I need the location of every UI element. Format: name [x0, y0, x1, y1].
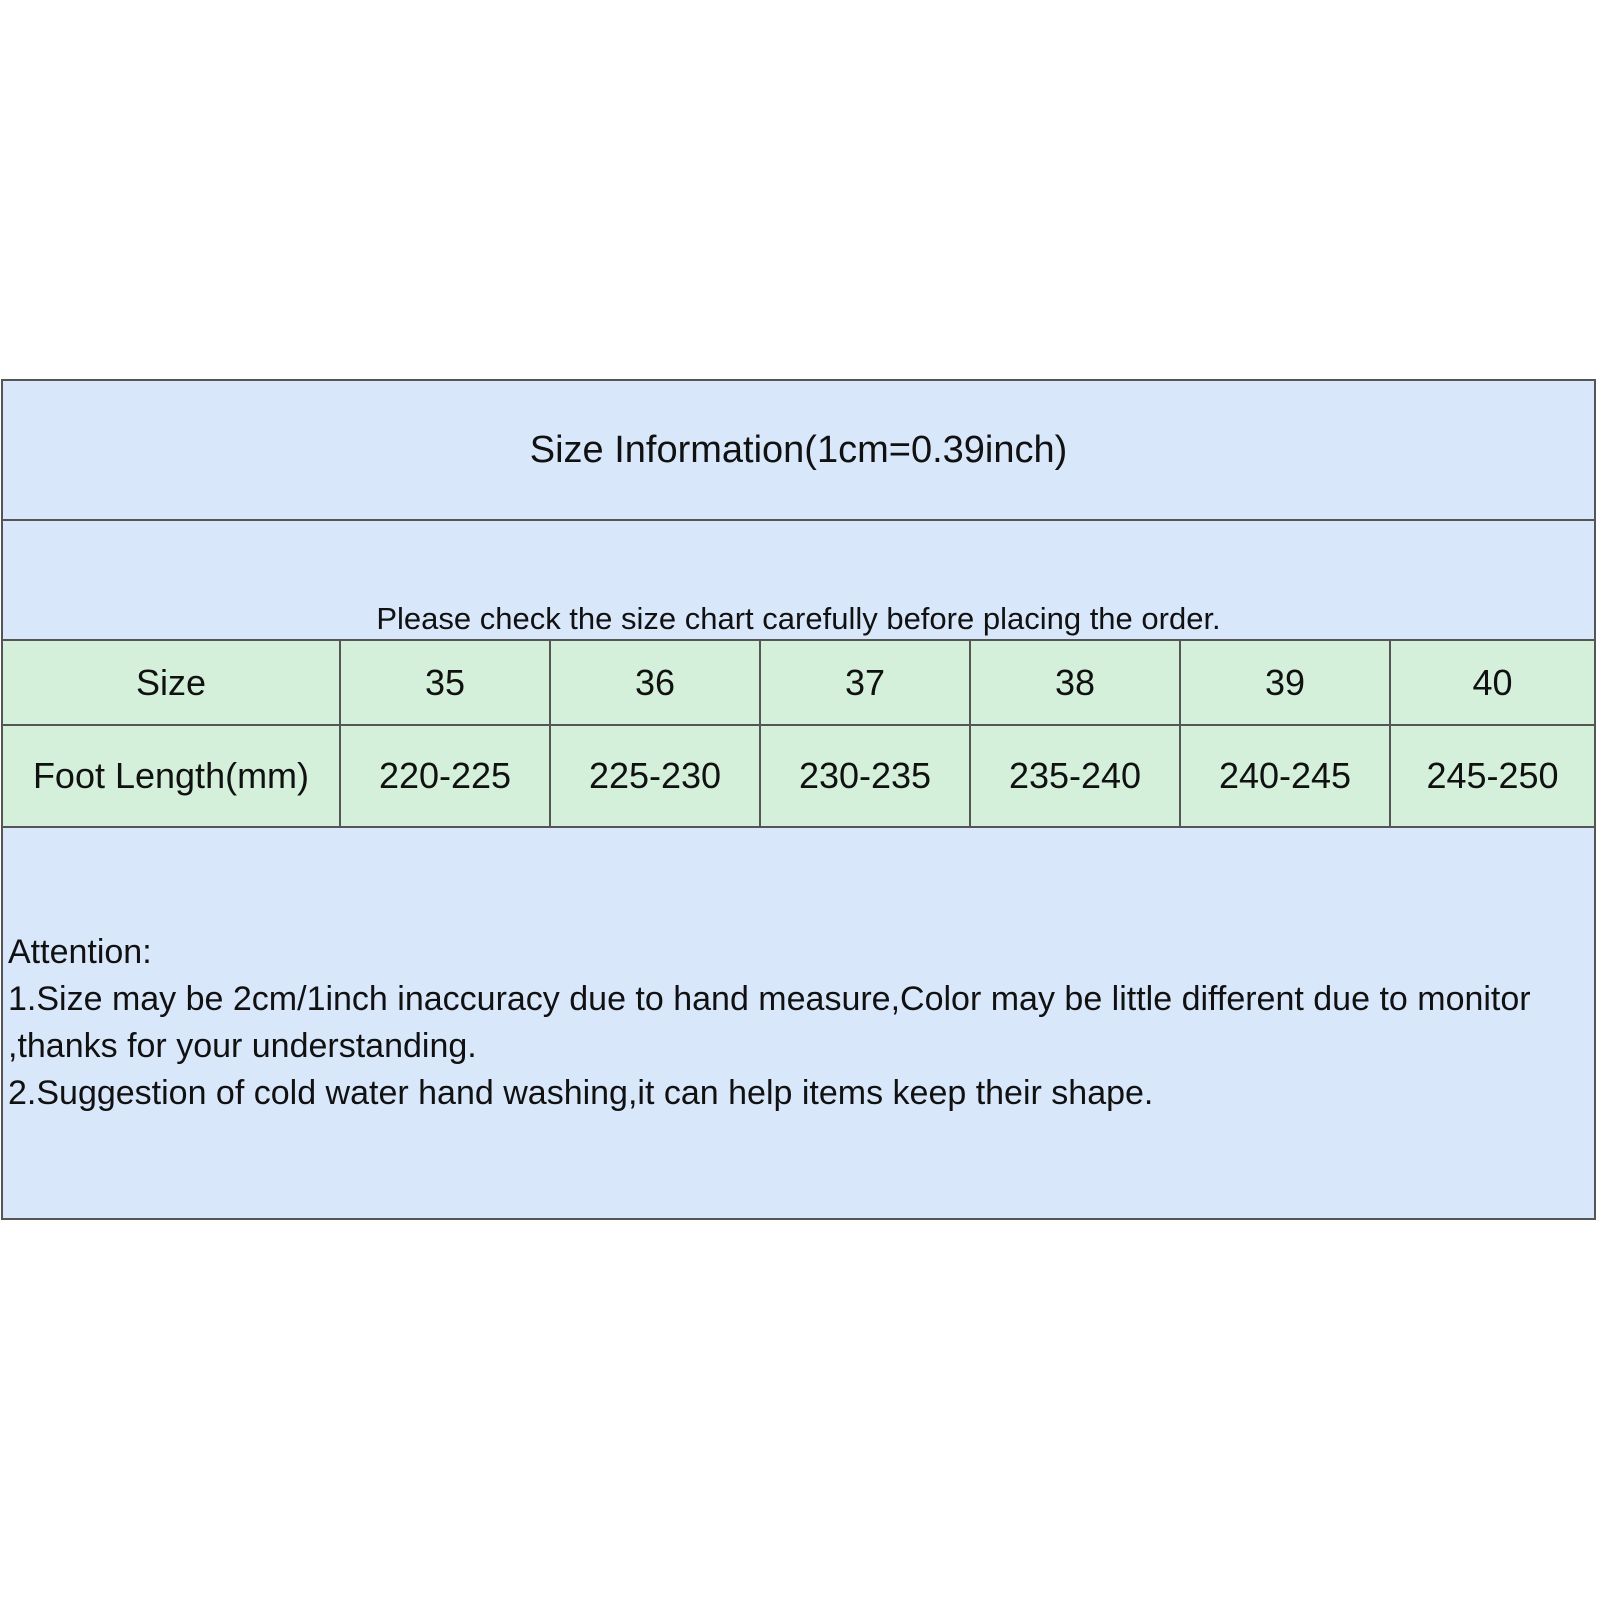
foot-length-header: Foot Length(mm) — [3, 726, 341, 826]
length-cell: 220-225 — [341, 726, 551, 826]
size-cell: 39 — [1181, 641, 1391, 724]
length-cell: 235-240 — [971, 726, 1181, 826]
attention-heading: Attention: — [8, 933, 152, 971]
title-row: Size Information(1cm=0.39inch) — [3, 381, 1594, 521]
size-header: Size — [3, 641, 341, 724]
chart-subtitle: Please check the size chart carefully be… — [376, 601, 1221, 636]
size-cell: 38 — [971, 641, 1181, 724]
size-chart: Size Information(1cm=0.39inch) Please ch… — [1, 379, 1596, 1220]
chart-title: Size Information(1cm=0.39inch) — [529, 428, 1068, 471]
foot-length-row: Foot Length(mm) 220-225 225-230 230-235 … — [3, 726, 1594, 828]
size-cell: 36 — [551, 641, 761, 724]
length-cell: 225-230 — [551, 726, 761, 826]
size-row: Size 35 36 37 38 39 40 — [3, 641, 1594, 726]
length-cell: 230-235 — [761, 726, 971, 826]
attention-notes: Attention: 1.Size may be 2cm/1inch inacc… — [8, 929, 1589, 1117]
length-cell: 245-250 — [1426, 755, 1559, 796]
size-cell: 35 — [341, 641, 551, 724]
length-cell: 240-245 — [1181, 726, 1391, 826]
size-cell: 40 — [1472, 661, 1513, 703]
size-cell: 37 — [761, 641, 971, 724]
note-line: 2.Suggestion of cold water hand washing,… — [8, 1074, 1154, 1112]
subtitle-row: Please check the size chart carefully be… — [3, 521, 1594, 641]
note-line: 1.Size may be 2cm/1inch inaccuracy due t… — [8, 980, 1531, 1065]
